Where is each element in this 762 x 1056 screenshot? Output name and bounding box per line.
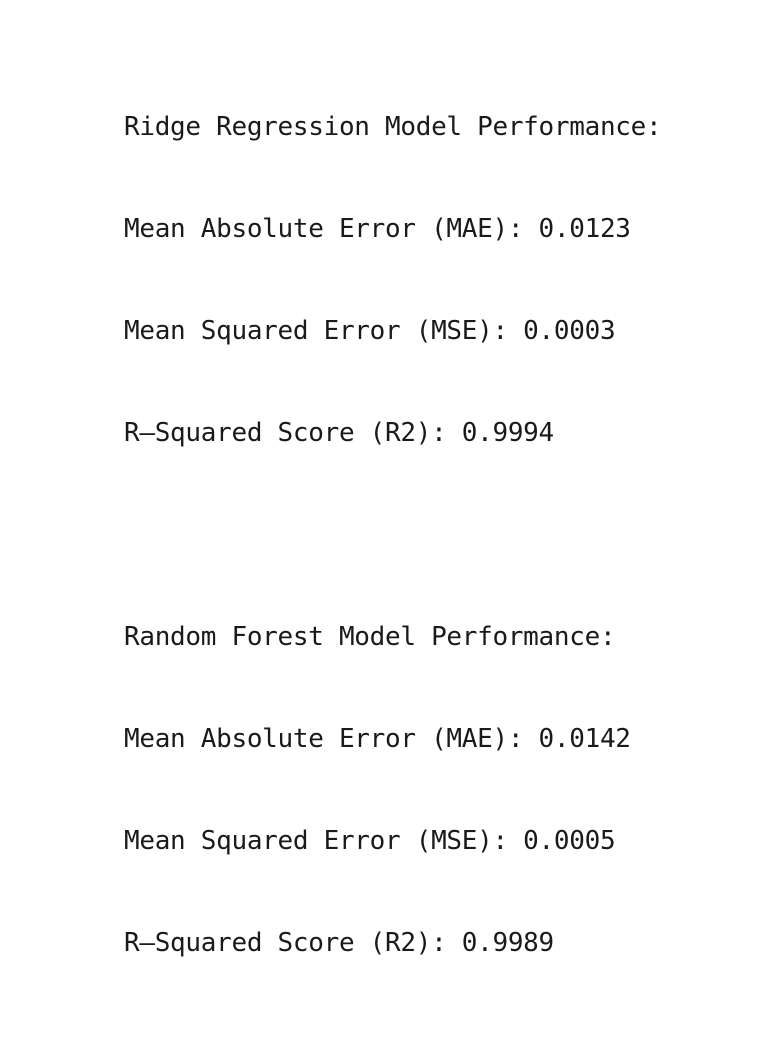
ridge-mae: Mean Absolute Error (MAE): 0.0123 <box>124 214 631 244</box>
ridge-heading: Ridge Regression Model Performance: <box>124 112 662 142</box>
rf-heading: Random Forest Model Performance: <box>124 622 616 652</box>
spacer <box>124 1028 661 1056</box>
ridge-mse: Mean Squared Error (MSE): 0.0003 <box>124 316 616 346</box>
rf-r2: R–Squared Score (R2): 0.9989 <box>124 928 554 958</box>
ridge-r2: R–Squared Score (R2): 0.9994 <box>124 418 554 448</box>
rf-mae: Mean Absolute Error (MAE): 0.0142 <box>124 724 631 754</box>
spacer <box>124 518 661 552</box>
rf-mse: Mean Squared Error (MSE): 0.0005 <box>124 826 616 856</box>
console-output: Ridge Regression Model Performance: Mean… <box>124 42 662 1056</box>
